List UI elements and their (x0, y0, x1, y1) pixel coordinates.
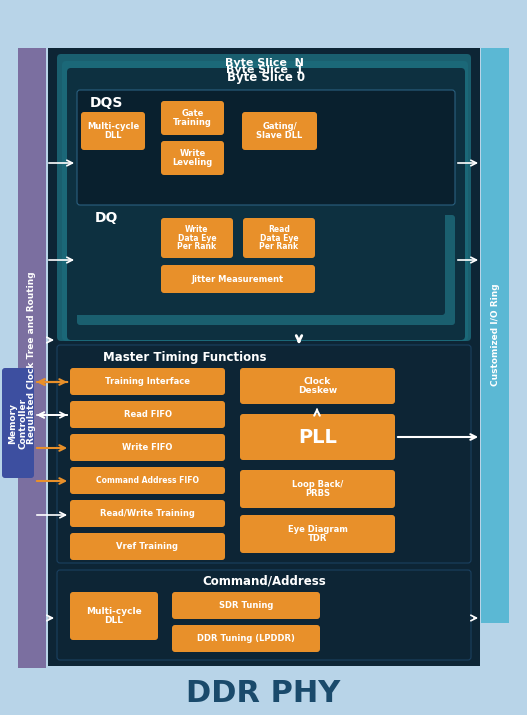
FancyBboxPatch shape (70, 467, 225, 494)
FancyBboxPatch shape (77, 215, 455, 325)
Text: Training Interface: Training Interface (105, 377, 190, 386)
FancyBboxPatch shape (67, 205, 445, 315)
FancyBboxPatch shape (72, 210, 450, 320)
Text: Eye Diagram: Eye Diagram (288, 526, 347, 534)
Text: DLL: DLL (104, 131, 122, 139)
Text: Command Address FIFO: Command Address FIFO (96, 476, 199, 485)
Text: Read FIFO: Read FIFO (123, 410, 171, 419)
Text: Gating/: Gating/ (262, 122, 297, 132)
Text: TDR: TDR (308, 534, 327, 543)
FancyBboxPatch shape (240, 368, 395, 404)
Text: Per Rank: Per Rank (178, 242, 217, 251)
FancyBboxPatch shape (240, 515, 395, 553)
Text: Training: Training (173, 118, 212, 127)
FancyBboxPatch shape (70, 500, 225, 527)
Text: DLL: DLL (104, 616, 123, 625)
FancyBboxPatch shape (161, 101, 224, 135)
Text: Byte Slice  N: Byte Slice N (225, 58, 304, 68)
FancyBboxPatch shape (2, 368, 34, 478)
FancyBboxPatch shape (62, 61, 468, 341)
Text: Memory
Controller: Memory Controller (8, 398, 28, 448)
Text: Clock: Clock (304, 378, 331, 386)
FancyBboxPatch shape (70, 434, 225, 461)
Text: Write: Write (186, 225, 209, 234)
Text: DDR Tuning (LPDDR): DDR Tuning (LPDDR) (197, 634, 295, 643)
Text: DQ: DQ (94, 211, 118, 225)
Text: Leveling: Leveling (172, 158, 212, 167)
Text: PLL: PLL (298, 428, 337, 446)
FancyBboxPatch shape (77, 90, 455, 205)
Text: Write FIFO: Write FIFO (122, 443, 173, 452)
FancyBboxPatch shape (57, 570, 471, 660)
FancyBboxPatch shape (240, 414, 395, 460)
Text: Slave DLL: Slave DLL (256, 131, 302, 139)
FancyBboxPatch shape (70, 368, 225, 395)
Text: Multi-cycle: Multi-cycle (87, 122, 139, 132)
FancyBboxPatch shape (172, 592, 320, 619)
Text: Deskew: Deskew (298, 386, 337, 395)
FancyBboxPatch shape (57, 345, 471, 563)
Text: Command/Address: Command/Address (202, 574, 326, 588)
FancyBboxPatch shape (161, 265, 315, 293)
FancyBboxPatch shape (243, 218, 315, 258)
Text: DQS: DQS (89, 96, 123, 110)
Text: Master Timing Functions: Master Timing Functions (103, 350, 267, 363)
Text: Byte Slice 0: Byte Slice 0 (227, 71, 305, 84)
Text: Read: Read (268, 225, 290, 234)
Bar (18, 48, 46, 668)
Text: Per Rank: Per Rank (259, 242, 299, 251)
FancyBboxPatch shape (67, 68, 465, 340)
Text: SDR Tuning: SDR Tuning (219, 601, 273, 610)
Text: Vref Training: Vref Training (116, 542, 179, 551)
FancyBboxPatch shape (240, 470, 395, 508)
FancyBboxPatch shape (172, 625, 320, 652)
FancyBboxPatch shape (81, 112, 145, 150)
Text: Byte Slice  1: Byte Slice 1 (226, 65, 304, 75)
Text: Regulated Clock Tree and Routing: Regulated Clock Tree and Routing (27, 272, 36, 444)
FancyBboxPatch shape (70, 401, 225, 428)
Bar (481, 48, 509, 623)
FancyBboxPatch shape (161, 141, 224, 175)
Text: Write: Write (179, 149, 206, 158)
FancyBboxPatch shape (70, 533, 225, 560)
Text: Multi-cycle: Multi-cycle (86, 607, 142, 616)
Text: Data Eye: Data Eye (178, 234, 216, 242)
FancyBboxPatch shape (242, 112, 317, 150)
Text: Data Eye: Data Eye (260, 234, 298, 242)
Text: Gate: Gate (181, 109, 204, 118)
Text: Read/Write Training: Read/Write Training (100, 509, 195, 518)
Text: DDR PHY: DDR PHY (186, 679, 340, 708)
FancyBboxPatch shape (70, 592, 158, 640)
Text: Jitter Measurement: Jitter Measurement (192, 275, 284, 284)
Text: Customized I/O Ring: Customized I/O Ring (491, 284, 500, 386)
FancyBboxPatch shape (57, 54, 471, 341)
FancyBboxPatch shape (161, 218, 233, 258)
Text: Loop Back/: Loop Back/ (292, 480, 343, 489)
Text: PRBS: PRBS (305, 489, 330, 498)
Bar (48, 48, 480, 666)
